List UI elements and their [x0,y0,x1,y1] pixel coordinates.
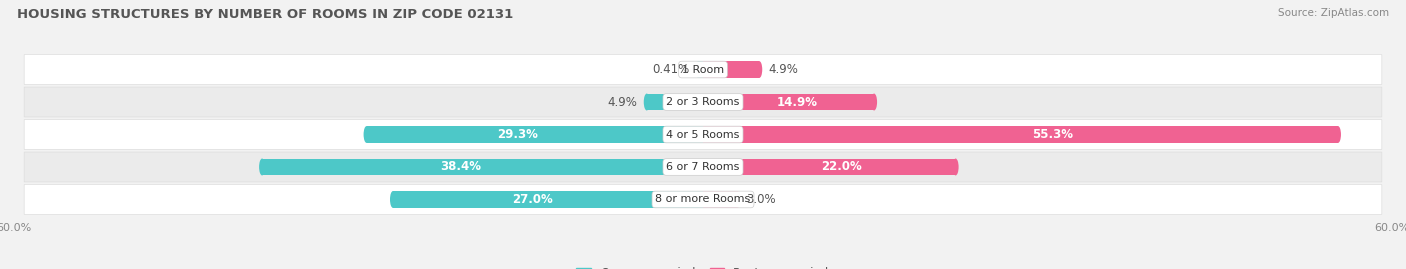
Bar [703,126,1339,143]
Text: Source: ZipAtlas.com: Source: ZipAtlas.com [1278,8,1389,18]
Text: 14.9%: 14.9% [776,95,818,108]
Bar [703,158,956,175]
Legend: Owner-occupied, Renter-occupied: Owner-occupied, Renter-occupied [576,267,830,269]
Circle shape [644,94,650,111]
Text: 0.41%: 0.41% [652,63,689,76]
Circle shape [259,158,266,175]
Circle shape [364,126,370,143]
Circle shape [734,191,741,208]
Text: 8 or more Rooms: 8 or more Rooms [655,194,751,204]
Text: 55.3%: 55.3% [1032,128,1073,141]
Text: HOUSING STRUCTURES BY NUMBER OF ROOMS IN ZIP CODE 02131: HOUSING STRUCTURES BY NUMBER OF ROOMS IN… [17,8,513,21]
FancyBboxPatch shape [24,152,1382,182]
Circle shape [953,158,959,175]
FancyBboxPatch shape [24,119,1382,150]
Text: 4.9%: 4.9% [607,95,637,108]
Circle shape [389,191,396,208]
Circle shape [696,61,702,78]
FancyBboxPatch shape [24,87,1382,117]
Circle shape [872,94,877,111]
FancyBboxPatch shape [24,185,1382,214]
Text: 4.9%: 4.9% [769,63,799,76]
Text: 6 or 7 Rooms: 6 or 7 Rooms [666,162,740,172]
Circle shape [1334,126,1341,143]
Text: 1 Room: 1 Room [682,65,724,75]
Text: 22.0%: 22.0% [821,161,862,174]
Bar [703,61,759,78]
Bar [262,158,703,175]
Text: 2 or 3 Rooms: 2 or 3 Rooms [666,97,740,107]
Text: 38.4%: 38.4% [440,161,481,174]
Bar [703,191,738,208]
Text: 29.3%: 29.3% [498,128,538,141]
Text: 3.0%: 3.0% [747,193,776,206]
Bar [647,94,703,111]
Bar [367,126,703,143]
Text: 4 or 5 Rooms: 4 or 5 Rooms [666,129,740,140]
FancyBboxPatch shape [24,55,1382,84]
Bar [392,191,703,208]
Bar [699,61,703,78]
Bar [703,94,875,111]
Text: 27.0%: 27.0% [512,193,553,206]
Circle shape [756,61,762,78]
